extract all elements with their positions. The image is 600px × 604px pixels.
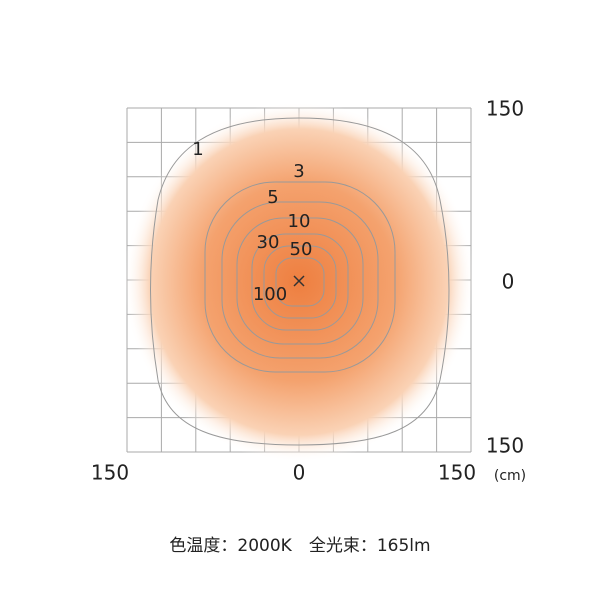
contour-label: 10 (288, 211, 311, 232)
contour-label: 50 (290, 239, 313, 260)
contour-line (236, 217, 364, 345)
contour-label: 1 (192, 139, 203, 160)
x-tick-label: 150 (438, 461, 476, 485)
x-tick-label: 150 (91, 461, 129, 485)
contour-line (275, 257, 325, 307)
caption: 色温度：2000K 全光束：165lm (169, 536, 430, 556)
y-tick-label: 150 (486, 434, 524, 458)
center-mark (293, 275, 305, 287)
contour-label: 30 (257, 232, 280, 253)
contour-line (221, 201, 379, 359)
y-tick-label: 150 (486, 97, 524, 121)
contours (150, 117, 450, 446)
x-tick-label: 0 (293, 461, 306, 485)
contour-label: 5 (267, 187, 278, 208)
contour-label: 3 (293, 161, 304, 182)
y-tick-label: 0 (502, 270, 515, 294)
contour-line (150, 117, 450, 446)
contour-line (204, 181, 396, 373)
contour-line (263, 245, 337, 319)
contour-label: 100 (253, 284, 287, 305)
contour-line (251, 233, 349, 331)
unit-label: (cm) (494, 468, 526, 484)
